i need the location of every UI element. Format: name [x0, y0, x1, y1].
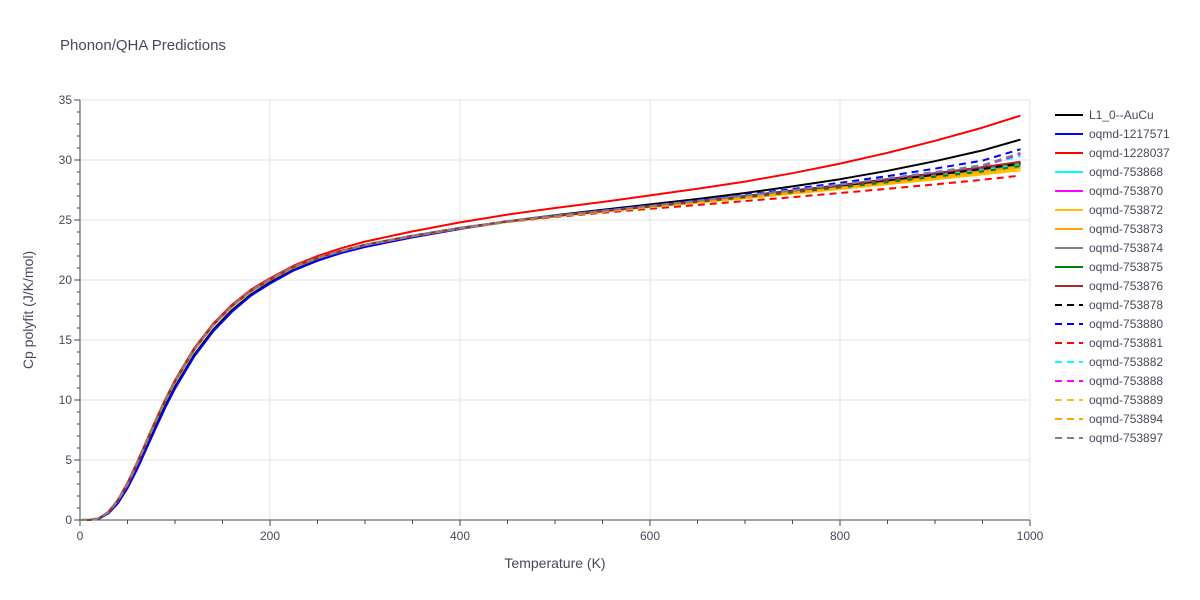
series-line-oqmd-753897[interactable] — [79, 151, 1021, 521]
legend-item[interactable]: oqmd-1228037 — [1055, 146, 1170, 160]
legend-label: oqmd-753880 — [1089, 317, 1163, 331]
x-tick-label: 800 — [830, 529, 850, 543]
x-tick-label: 0 — [77, 529, 84, 543]
series-lines — [79, 114, 1021, 521]
x-tick-label: 1000 — [1017, 529, 1044, 543]
legend-label: oqmd-753889 — [1089, 393, 1163, 407]
legend-label: oqmd-753878 — [1089, 298, 1163, 312]
legend-label: oqmd-753873 — [1089, 222, 1163, 236]
series-line-oqmd-753868[interactable] — [79, 163, 1021, 521]
axes: 0 200 400 600 800 1000 0 5 10 15 20 25 30 35 — [59, 93, 1044, 543]
series-line-oqmd-753880[interactable] — [79, 148, 1021, 521]
legend-item[interactable]: oqmd-753894 — [1055, 412, 1163, 426]
legend-item[interactable]: oqmd-753880 — [1055, 317, 1163, 331]
y-tick-label: 5 — [65, 453, 72, 467]
legend-label: oqmd-753876 — [1089, 279, 1163, 293]
y-tick-label: 10 — [59, 393, 73, 407]
legend-label: oqmd-753882 — [1089, 355, 1163, 369]
legend-label: oqmd-753875 — [1089, 260, 1163, 274]
legend-label: oqmd-753897 — [1089, 431, 1163, 445]
y-tick-label: 25 — [59, 213, 73, 227]
legend-label: oqmd-753888 — [1089, 374, 1163, 388]
y-tick-label: 15 — [59, 333, 73, 347]
y-tick-label: 35 — [59, 93, 73, 107]
legend-item[interactable]: oqmd-753882 — [1055, 355, 1163, 369]
y-tick-label: 0 — [65, 513, 72, 527]
legend-label: oqmd-753874 — [1089, 241, 1163, 255]
legend-item[interactable]: oqmd-753876 — [1055, 279, 1163, 293]
y-tick-label: 30 — [59, 153, 73, 167]
series-line-oqmd-753881[interactable] — [79, 174, 1021, 521]
series-line-l1-0-aucu[interactable] — [79, 138, 1021, 521]
legend-item[interactable]: oqmd-753889 — [1055, 393, 1163, 407]
legend-label: oqmd-753868 — [1089, 165, 1163, 179]
legend-item[interactable]: oqmd-753888 — [1055, 374, 1163, 388]
legend-item[interactable]: oqmd-753868 — [1055, 165, 1163, 179]
grid — [80, 99, 1031, 520]
legend-label: oqmd-753870 — [1089, 184, 1163, 198]
legend-item[interactable]: oqmd-753874 — [1055, 241, 1163, 255]
series-line-oqmd-753889[interactable] — [79, 167, 1021, 521]
legend-item[interactable]: L1_0--AuCu — [1055, 108, 1154, 122]
legend-item[interactable]: oqmd-753881 — [1055, 336, 1163, 350]
legend-item[interactable]: oqmd-753875 — [1055, 260, 1163, 274]
legend-label: oqmd-753894 — [1089, 412, 1163, 426]
chart-title: Phonon/QHA Predictions — [60, 37, 226, 54]
x-tick-label: 600 — [640, 529, 660, 543]
y-axis-title: Cp polyfit (J/K/mol) — [20, 251, 36, 369]
y-tick-label: 20 — [59, 273, 73, 287]
legend-label: L1_0--AuCu — [1089, 108, 1154, 122]
series-line-oqmd-753872[interactable] — [79, 169, 1021, 521]
x-tick-label: 400 — [450, 529, 470, 543]
legend-item[interactable]: oqmd-753870 — [1055, 184, 1163, 198]
series-line-oqmd-753882[interactable] — [79, 155, 1021, 521]
legend-label: oqmd-1217571 — [1089, 127, 1170, 141]
legend-label: oqmd-753881 — [1089, 336, 1163, 350]
legend-item[interactable]: oqmd-753897 — [1055, 431, 1163, 445]
series-line-oqmd-753873[interactable] — [79, 166, 1021, 521]
legend-label: oqmd-753872 — [1089, 203, 1163, 217]
legend-item[interactable]: oqmd-753878 — [1055, 298, 1163, 312]
legend-item[interactable]: oqmd-1217571 — [1055, 127, 1170, 141]
series-line-oqmd-753875[interactable] — [79, 165, 1021, 521]
legend[interactable]: L1_0--AuCu oqmd-1217571 oqmd-1228037 oqmd-7… — [1055, 108, 1170, 445]
legend-item[interactable]: oqmd-753873 — [1055, 222, 1163, 236]
x-axis-title: Temperature (K) — [504, 555, 605, 571]
legend-item[interactable]: oqmd-753872 — [1055, 203, 1163, 217]
x-tick-label: 200 — [260, 529, 280, 543]
legend-label: oqmd-1228037 — [1089, 146, 1170, 160]
